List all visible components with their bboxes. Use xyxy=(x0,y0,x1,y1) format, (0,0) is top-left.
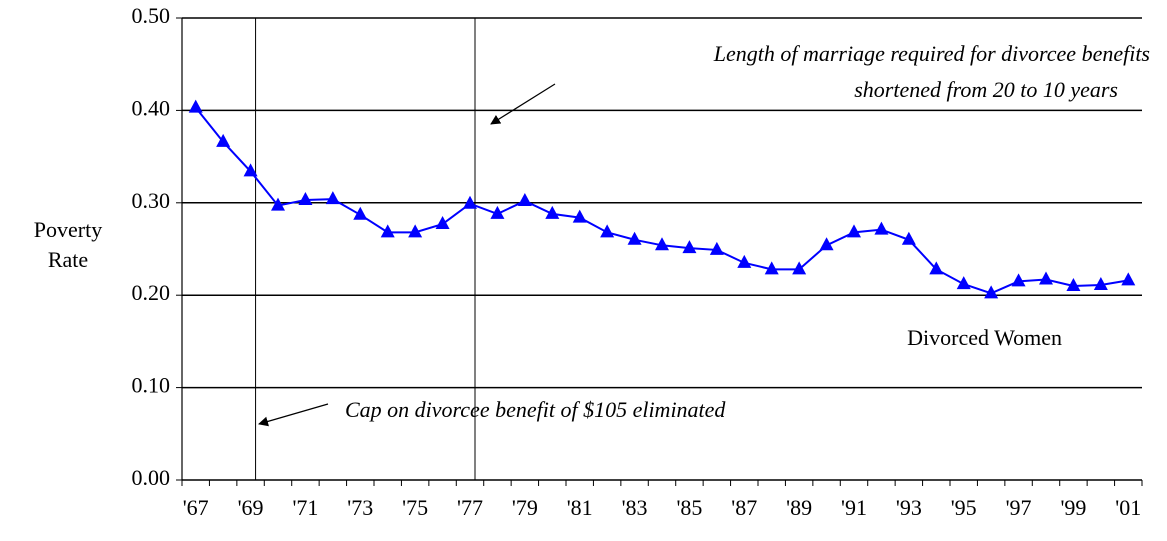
data-marker xyxy=(408,224,423,238)
data-marker xyxy=(1121,272,1136,286)
x-tick-label: '75 xyxy=(402,495,428,520)
annotation: Cap on divorcee benefit of $105 eliminat… xyxy=(345,397,726,422)
data-marker xyxy=(901,231,916,245)
data-marker xyxy=(655,237,669,251)
data-marker xyxy=(764,261,779,275)
data-marker xyxy=(792,261,807,275)
data-marker xyxy=(380,224,395,238)
data-marker xyxy=(847,224,861,238)
x-tick-label: '69 xyxy=(238,495,264,520)
data-marker xyxy=(1093,277,1108,291)
x-tick-label: '83 xyxy=(622,495,648,520)
y-tick-label: 0.40 xyxy=(132,95,171,120)
data-marker xyxy=(929,261,944,275)
data-marker xyxy=(984,285,999,299)
data-marker xyxy=(545,205,560,219)
y-tick-label: 0.10 xyxy=(132,373,171,398)
annotation: Length of marriage required for divorcee… xyxy=(713,41,1150,66)
y-tick-label: 0.50 xyxy=(132,3,171,28)
annotation: shortened from 20 to 10 years xyxy=(854,77,1118,102)
data-marker xyxy=(709,241,724,255)
x-tick-label: '01 xyxy=(1115,495,1141,520)
x-tick-label: '73 xyxy=(347,495,373,520)
data-marker xyxy=(435,216,450,230)
data-marker xyxy=(517,192,532,206)
data-marker xyxy=(627,231,642,245)
data-marker xyxy=(819,237,834,251)
data-marker xyxy=(188,99,203,113)
x-tick-label: '95 xyxy=(951,495,977,520)
data-marker xyxy=(490,205,505,219)
data-marker xyxy=(1066,277,1081,291)
x-tick-label: '97 xyxy=(1006,495,1032,520)
data-marker xyxy=(1039,271,1053,285)
data-marker xyxy=(572,209,587,223)
x-tick-label: '85 xyxy=(676,495,702,520)
data-marker xyxy=(325,191,340,205)
x-tick-label: '99 xyxy=(1060,495,1086,520)
data-marker xyxy=(600,224,615,238)
x-tick-label: '79 xyxy=(512,495,538,520)
y-tick-label: 0.30 xyxy=(132,188,171,213)
y-axis-label: Poverty xyxy=(34,217,102,242)
data-marker xyxy=(298,192,313,206)
annotation-arrow xyxy=(490,83,556,125)
data-marker xyxy=(737,254,752,268)
data-marker xyxy=(1011,273,1026,287)
x-tick-label: '87 xyxy=(731,495,757,520)
x-tick-label: '93 xyxy=(896,495,922,520)
series-label: Divorced Women xyxy=(907,325,1062,350)
x-tick-label: '67 xyxy=(183,495,209,520)
data-marker xyxy=(874,221,889,235)
x-tick-label: '89 xyxy=(786,495,812,520)
data-marker xyxy=(463,195,477,209)
data-marker xyxy=(956,276,971,290)
data-marker xyxy=(271,197,285,211)
x-tick-label: '71 xyxy=(292,495,318,520)
data-marker xyxy=(216,133,231,147)
y-axis-label: Rate xyxy=(48,247,88,272)
x-tick-label: '77 xyxy=(457,495,483,520)
x-tick-label: '81 xyxy=(567,495,593,520)
data-marker xyxy=(353,206,368,220)
x-tick-label: '91 xyxy=(841,495,867,520)
data-marker xyxy=(682,240,697,254)
annotation-arrow xyxy=(258,403,329,427)
y-tick-label: 0.20 xyxy=(132,280,171,305)
y-tick-label: 0.00 xyxy=(132,465,171,490)
data-marker xyxy=(243,163,258,177)
